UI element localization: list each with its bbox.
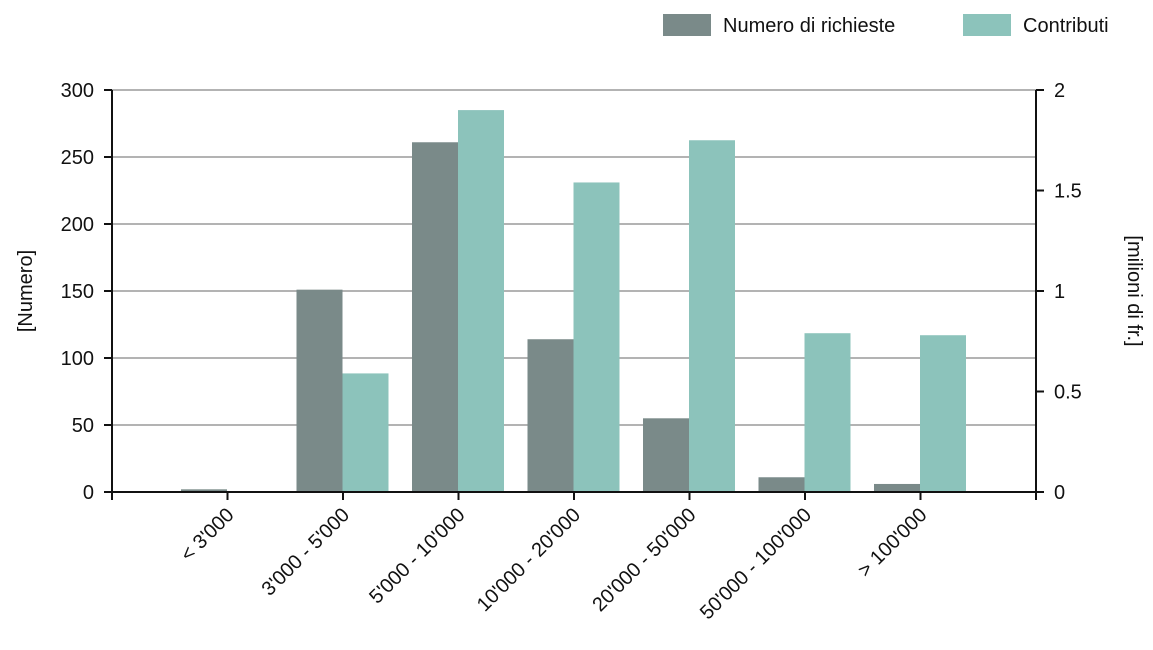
- left-tick-label-3: 150: [61, 281, 94, 303]
- bar-contributi-2: [458, 110, 504, 492]
- right-tick-label-0: 0: [1054, 482, 1065, 504]
- bar-numero-3: [527, 339, 574, 492]
- x-tick-label-5: 50'000 - 100'000: [696, 504, 816, 624]
- legend-swatch-contributi: [963, 14, 1011, 36]
- left-tick-label-2: 100: [61, 348, 94, 370]
- bar-numero-1: [296, 289, 343, 492]
- left-axis-title: [Numero]: [15, 250, 37, 332]
- right-tick-label-3: 1.5: [1054, 181, 1082, 203]
- bars: [181, 110, 966, 492]
- right-tick-label-2: 1: [1054, 281, 1065, 303]
- x-tick-label-0: < 3'000: [177, 504, 239, 566]
- x-tick-label-1: 3'000 - 5'000: [258, 504, 354, 600]
- bar-contributi-4: [689, 140, 735, 492]
- bar-numero-4: [643, 418, 689, 492]
- legend-label-contributi: Contributi: [1023, 15, 1109, 37]
- bar-numero-6: [874, 483, 920, 492]
- legend-label-numero-di-richieste: Numero di richieste: [723, 15, 895, 37]
- left-tick-label-0: 0: [83, 482, 94, 504]
- bar-contributi-1: [342, 373, 389, 492]
- bar-numero-2: [412, 142, 458, 492]
- legend: Numero di richieste Contributi: [663, 14, 1109, 37]
- right-tick-label-4: 2: [1054, 80, 1065, 102]
- x-tick-label-2: 5'000 - 10'000: [365, 504, 469, 608]
- x-tick-label-4: 20'000 - 50'000: [588, 504, 700, 616]
- x-tick-label-3: 10'000 - 20'000: [473, 504, 585, 616]
- left-tick-label-4: 200: [61, 214, 94, 236]
- left-tick-label-5: 250: [61, 147, 94, 169]
- bar-contributi-5: [804, 333, 851, 492]
- left-tick-label-6: 300: [61, 80, 94, 102]
- bar-contributi-6: [920, 335, 966, 492]
- right-tick-label-1: 0.5: [1054, 382, 1082, 404]
- bar-contributi-3: [573, 182, 620, 492]
- right-axis-title: [milioni di fr.]: [1123, 235, 1145, 346]
- legend-swatch-numero-di-richieste: [663, 14, 711, 36]
- bar-numero-5: [758, 477, 805, 492]
- bar-numero-0: [181, 489, 227, 492]
- left-tick-label-1: 50: [72, 415, 94, 437]
- x-tick-label-6: > 100'000: [854, 504, 932, 582]
